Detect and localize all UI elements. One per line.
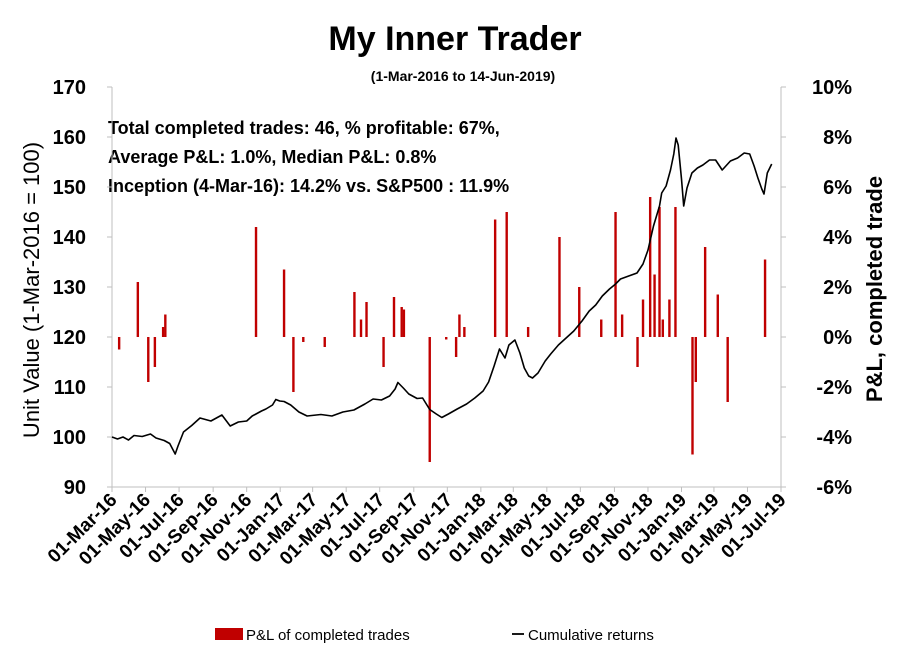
pnl-bar [641,299,645,337]
pnl-bar [493,219,497,337]
y-left-tick-label: 110 [54,377,86,399]
pnl-bar [428,337,431,462]
pnl-bar [716,294,719,337]
pnl-bar [454,337,458,357]
pnl-bar [147,337,150,382]
pnl-bar [658,207,661,337]
x-axis-ticks: 01-Mar-1601-May-1601-Jul-1601-Sep-1601-N… [44,487,791,570]
y-right-tick-label: 4% [823,227,852,249]
pnl-bar [653,274,656,337]
y-left-tick-label: 150 [53,177,86,199]
y-axis-left-label: Unit Value (1-Mar-2016 = 100) [19,142,44,438]
pnl-bar [392,297,396,337]
pnl-bar [763,259,767,337]
y-right-tick-label: 8% [823,127,852,149]
pnl-bar [614,212,617,337]
y-right-tick-label: -2% [816,377,852,399]
y-right-tick-label: -4% [816,427,852,449]
pnl-bars [117,197,767,462]
pnl-bar [445,337,448,340]
pnl-bar [463,327,466,337]
pnl-bar [323,337,326,347]
y-axis-right-label: P&L, completed trade [862,176,887,402]
legend-label-cumulative: Cumulative returns [528,627,654,644]
y-left-tick-label: 120 [53,327,86,349]
pnl-bar [136,282,140,337]
pnl-bar [600,319,603,337]
stats-line-1: Total completed trades: 46, % profitable… [108,118,500,138]
legend-swatch-pnl [215,628,243,640]
pnl-bar [359,319,363,337]
pnl-bar [694,337,697,382]
pnl-bar [402,309,406,337]
y-right-tick-label: 2% [823,277,852,299]
y-left-tick-label: 130 [53,277,86,299]
pnl-bar [254,227,258,337]
pnl-bar [674,207,677,337]
y-right-tick-label: 0% [823,327,852,349]
pnl-bar [353,292,356,337]
pnl-bar [558,237,561,337]
chart-title: My Inner Trader [328,20,581,58]
pnl-bar [153,337,157,367]
y-left-tick-label: 140 [53,227,86,249]
pnl-bar [661,319,665,337]
pnl-bar [458,314,461,337]
pnl-bar [578,287,581,337]
y-left-tick-label: 100 [53,427,86,449]
legend-label-pnl: P&L of completed trades [246,627,410,644]
pnl-bar [620,314,624,337]
chart-subtitle: (1-Mar-2016 to 14-Jun-2019) [371,68,555,84]
stats-line-3: Inception (4-Mar-16): 14.2% vs. S&P500 :… [108,176,509,196]
pnl-bar [282,269,286,337]
y-axis-left-ticks: 90 100 110 120 130 140 150 160 170 [53,77,112,499]
pnl-bar [302,337,305,342]
pnl-bar [648,197,652,337]
y-axis-right-ticks: -6% -4% -2% 0% 2% 4% 6% 8% 10% [781,77,852,499]
pnl-bar [636,337,639,367]
pnl-bar [292,337,295,392]
y-right-tick-label: -6% [816,477,852,499]
pnl-bar [726,337,729,402]
y-left-tick-label: 90 [64,477,86,499]
y-right-tick-label: 10% [812,77,852,99]
pnl-bar [164,314,167,337]
stats-annotation: Total completed trades: 46, % profitable… [108,118,509,196]
y-left-tick-label: 170 [53,77,86,99]
pnl-bar [691,337,694,455]
y-right-tick-label: 6% [823,177,852,199]
legend: P&L of completed trades Cumulative retur… [215,627,654,644]
pnl-bar [505,212,508,337]
cumulative-returns-line [111,137,773,455]
pnl-bar [668,299,671,337]
pnl-bar [400,307,403,337]
stats-line-2: Average P&L: 1.0%, Median P&L: 0.8% [108,147,436,167]
pnl-bar [703,247,707,337]
pnl-bar [117,337,121,350]
pnl-bar [365,302,368,337]
pnl-bar [526,327,530,337]
y-left-tick-label: 160 [53,127,86,149]
pnl-bar [161,327,165,337]
pnl-bar [382,337,385,367]
